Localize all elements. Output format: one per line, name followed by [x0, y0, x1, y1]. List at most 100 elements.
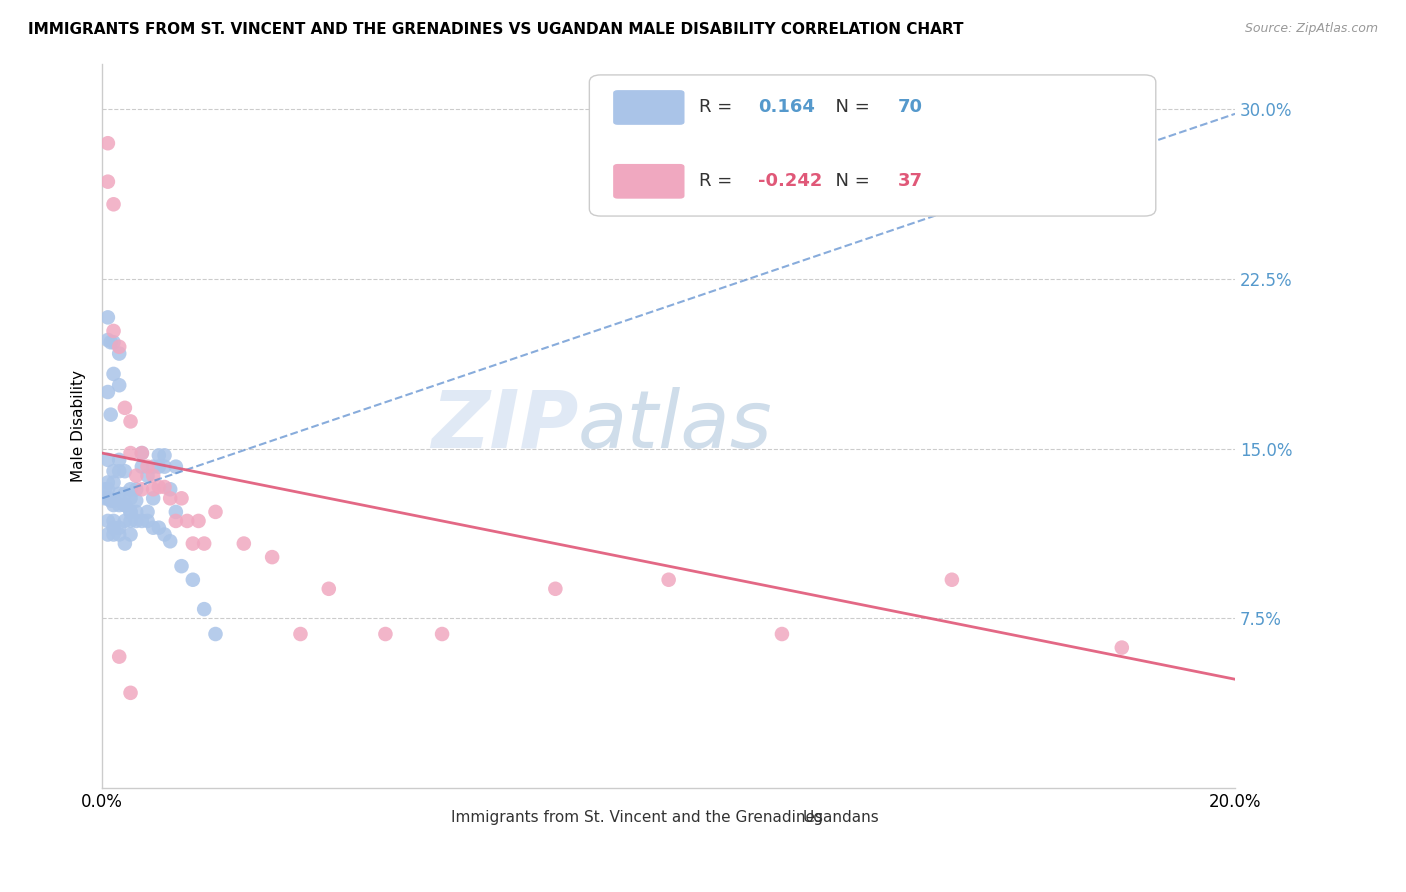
Point: [120, 414, 142, 428]
Point: [97, 527, 120, 541]
Point: [100, 408, 122, 422]
Point: [131, 483, 153, 497]
Point: [125, 483, 148, 497]
Point: [142, 468, 165, 483]
Text: -0.242: -0.242: [758, 172, 823, 190]
Point: [114, 514, 136, 528]
Point: [131, 446, 153, 460]
Text: 0.164: 0.164: [758, 98, 815, 117]
Point: [103, 335, 125, 350]
Point: [108, 340, 131, 354]
Point: [148, 521, 170, 535]
Point: [114, 536, 136, 550]
Point: [187, 514, 209, 528]
Text: Immigrants from St. Vincent and the Grenadines: Immigrants from St. Vincent and the Gren…: [451, 810, 823, 825]
Point: [108, 527, 131, 541]
Point: [262, 550, 284, 565]
Point: [153, 459, 176, 474]
Point: [142, 491, 165, 506]
Text: N =: N =: [824, 98, 876, 117]
Text: atlas: atlas: [578, 387, 773, 465]
Point: [153, 480, 176, 494]
Point: [108, 487, 131, 501]
Point: [658, 573, 681, 587]
Point: [153, 448, 176, 462]
Point: [97, 491, 120, 506]
Text: 37: 37: [897, 172, 922, 190]
Point: [103, 527, 125, 541]
Point: [108, 464, 131, 478]
Point: [165, 459, 187, 474]
Point: [108, 378, 131, 392]
Point: [97, 514, 120, 528]
Point: [148, 448, 170, 462]
Point: [131, 446, 153, 460]
Point: [430, 627, 453, 641]
Point: [159, 491, 181, 506]
Point: [103, 493, 125, 508]
Text: Source: ZipAtlas.com: Source: ZipAtlas.com: [1244, 22, 1378, 36]
Point: [97, 483, 120, 497]
Point: [97, 136, 120, 151]
Point: [148, 459, 170, 474]
Point: [1111, 640, 1133, 655]
FancyBboxPatch shape: [613, 164, 685, 199]
Point: [193, 602, 215, 616]
Point: [125, 514, 148, 528]
Point: [103, 197, 125, 211]
FancyBboxPatch shape: [589, 75, 1156, 216]
Point: [120, 483, 142, 497]
Point: [165, 505, 187, 519]
Point: [103, 324, 125, 338]
Point: [97, 175, 120, 189]
Point: [94, 483, 117, 497]
Point: [103, 498, 125, 512]
Point: [120, 527, 142, 541]
Point: [136, 514, 159, 528]
Point: [120, 514, 142, 528]
Point: [97, 384, 120, 399]
Point: [125, 468, 148, 483]
Point: [97, 475, 120, 490]
Point: [108, 453, 131, 467]
Point: [136, 459, 159, 474]
Point: [148, 480, 170, 494]
Text: Ugandans: Ugandans: [803, 810, 879, 825]
Point: [193, 536, 215, 550]
Point: [170, 559, 193, 574]
Point: [114, 401, 136, 415]
Point: [103, 464, 125, 478]
Y-axis label: Male Disability: Male Disability: [72, 370, 86, 482]
Point: [170, 491, 193, 506]
Point: [204, 505, 226, 519]
Point: [159, 534, 181, 549]
Point: [100, 335, 122, 350]
Point: [120, 505, 142, 519]
Point: [232, 536, 254, 550]
Point: [120, 505, 142, 519]
Text: 70: 70: [897, 98, 922, 117]
Point: [97, 333, 120, 347]
Point: [108, 498, 131, 512]
Text: R =: R =: [699, 172, 738, 190]
Point: [142, 459, 165, 474]
Point: [159, 483, 181, 497]
Point: [125, 493, 148, 508]
Point: [136, 468, 159, 483]
Point: [142, 483, 165, 497]
Point: [131, 459, 153, 474]
Point: [97, 453, 120, 467]
Text: N =: N =: [824, 172, 876, 190]
Point: [97, 310, 120, 325]
Point: [204, 627, 226, 641]
Point: [94, 491, 117, 506]
Point: [108, 346, 131, 360]
Point: [103, 475, 125, 490]
Point: [544, 582, 567, 596]
FancyBboxPatch shape: [392, 805, 444, 830]
Point: [181, 573, 204, 587]
FancyBboxPatch shape: [613, 90, 685, 125]
Text: R =: R =: [699, 98, 738, 117]
Text: IMMIGRANTS FROM ST. VINCENT AND THE GRENADINES VS UGANDAN MALE DISABILITY CORREL: IMMIGRANTS FROM ST. VINCENT AND THE GREN…: [28, 22, 963, 37]
Point: [136, 505, 159, 519]
